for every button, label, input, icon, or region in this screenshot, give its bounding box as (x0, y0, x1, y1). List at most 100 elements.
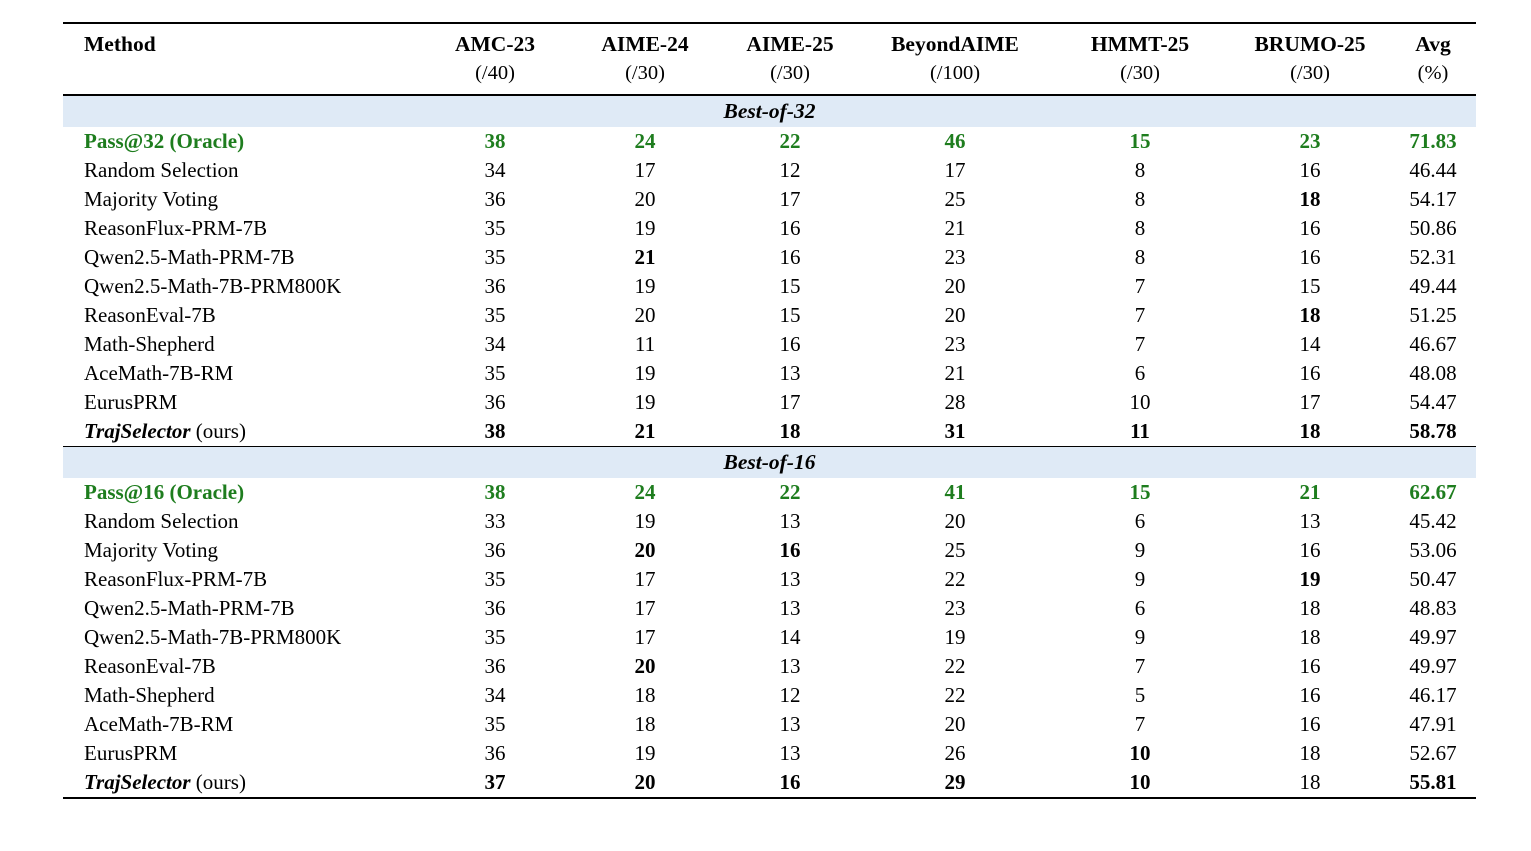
value-cell-beyondaime: 20 (944, 274, 966, 298)
value-cell-amc-23: 34 (484, 683, 506, 707)
value-cell-avg: 49.97 (1409, 654, 1457, 678)
value-cell-aime-24: 19 (634, 216, 656, 240)
method-cell: TrajSelector (ours) (63, 768, 420, 798)
value-cell-aime-24: 20 (634, 303, 656, 327)
value-cell-aime-24: 21 (634, 245, 656, 269)
method-suffix: (ours) (190, 419, 246, 443)
value-cell-beyondaime: 20 (944, 712, 966, 736)
method-name: EurusPRM (84, 390, 178, 414)
value-cell-aime-24: 20 (634, 654, 656, 678)
value-cell-brumo-25: 18 (1299, 419, 1321, 443)
table-row-reasoneval-7b: ReasonEval-7B 35 20 15 20 7 18 51.25 (63, 301, 1476, 330)
value-cell-aime-25: 13 (779, 509, 801, 533)
value-cell-hmmt-25: 10 (1129, 770, 1151, 794)
value-cell-aime-24: 19 (634, 741, 656, 765)
table-row-reasonflux-prm-7b: ReasonFlux-PRM-7B 35 17 13 22 9 19 50.47 (63, 565, 1476, 594)
value-cell-brumo-25: 18 (1299, 625, 1321, 649)
value-cell-brumo-25: 19 (1299, 567, 1321, 591)
table-row-qwen2-5-math-prm-7b: Qwen2.5-Math-PRM-7B 35 21 16 23 8 16 52.31 (63, 243, 1476, 272)
method-cell: ReasonEval-7B (63, 652, 420, 681)
table-row-acemath-7b-rm: AceMath-7B-RM 35 19 13 21 6 16 48.08 (63, 359, 1476, 388)
method-name: Qwen2.5-Math-7B-PRM800K (84, 274, 342, 298)
value-cell-amc-23: 38 (484, 129, 506, 153)
value-cell-hmmt-25: 7 (1134, 303, 1146, 327)
value-cell-beyondaime: 20 (944, 303, 966, 327)
method-name: Pass@32 (Oracle) (84, 129, 245, 153)
method-cell: AceMath-7B-RM (63, 710, 420, 739)
benchmark-results-table: Method AMC-23 (/40) AIME-24 (/30) AIME-25 (/30… (63, 22, 1476, 799)
value-cell-amc-23: 35 (484, 361, 506, 385)
value-cell-beyondaime: 25 (944, 187, 966, 211)
column-label: BRUMO-25 (1254, 32, 1366, 56)
value-cell-beyondaime: 23 (944, 245, 966, 269)
value-cell-hmmt-25: 7 (1134, 274, 1146, 298)
value-cell-aime-24: 24 (634, 480, 656, 504)
value-cell-hmmt-25: 6 (1134, 596, 1146, 620)
value-cell-brumo-25: 18 (1299, 770, 1321, 794)
table-row-qwen2-5-math-prm-7b: Qwen2.5-Math-PRM-7B 36 17 13 23 6 18 48.83 (63, 594, 1476, 623)
value-cell-avg: 46.17 (1409, 683, 1457, 707)
value-cell-amc-23: 38 (484, 419, 506, 443)
value-cell-amc-23: 34 (484, 332, 506, 356)
column-label: AIME-25 (746, 32, 834, 56)
value-cell-hmmt-25: 7 (1134, 332, 1146, 356)
value-cell-hmmt-25: 9 (1134, 538, 1146, 562)
value-cell-amc-23: 37 (484, 770, 506, 794)
value-cell-aime-25: 16 (779, 216, 801, 240)
table-row-eurusprm: EurusPRM 36 19 17 28 10 17 54.47 (63, 388, 1476, 417)
method-name: AceMath-7B-RM (84, 361, 234, 385)
value-cell-beyondaime: 22 (944, 683, 966, 707)
value-cell-beyondaime: 22 (944, 567, 966, 591)
table-row-math-shepherd: Math-Shepherd 34 18 12 22 5 16 46.17 (63, 681, 1476, 710)
value-cell-hmmt-25: 15 (1129, 129, 1151, 153)
method-cell: AceMath-7B-RM (63, 359, 420, 388)
value-cell-aime-25: 22 (779, 480, 801, 504)
method-name: TrajSelector (84, 770, 191, 794)
method-name: Majority Voting (84, 538, 218, 562)
section-title: Best-of-16 (63, 446, 1476, 478)
method-cell: Qwen2.5-Math-PRM-7B (63, 594, 420, 623)
method-name: Qwen2.5-Math-7B-PRM800K (84, 625, 342, 649)
method-name: Qwen2.5-Math-PRM-7B (84, 596, 295, 620)
value-cell-hmmt-25: 7 (1134, 654, 1146, 678)
value-cell-amc-23: 35 (484, 625, 506, 649)
value-cell-aime-25: 18 (779, 419, 801, 443)
table-row-pass-32-oracle: Pass@32 (Oracle) 38 24 22 46 15 23 71.83 (63, 127, 1476, 156)
column-subscale: (/30) (1290, 62, 1330, 84)
value-cell-aime-25: 13 (779, 712, 801, 736)
method-cell: Majority Voting (63, 185, 420, 214)
column-subscale: (/30) (1120, 62, 1160, 84)
column-label: HMMT-25 (1090, 32, 1190, 56)
section-band-best-of-32: Best-of-32 (63, 95, 1476, 127)
table-row-eurusprm: EurusPRM 36 19 13 26 10 18 52.67 (63, 739, 1476, 768)
value-cell-aime-24: 19 (634, 274, 656, 298)
value-cell-brumo-25: 23 (1299, 129, 1321, 153)
value-cell-aime-25: 16 (779, 770, 801, 794)
value-cell-avg: 48.83 (1409, 596, 1457, 620)
method-name: Math-Shepherd (84, 683, 215, 707)
value-cell-aime-25: 14 (779, 625, 801, 649)
value-cell-avg: 50.47 (1409, 567, 1457, 591)
column-header-brumo-25: BRUMO-25 (/30) (1230, 23, 1390, 96)
column-label: Avg (1415, 32, 1451, 56)
value-cell-amc-23: 35 (484, 712, 506, 736)
value-cell-beyondaime: 31 (944, 419, 966, 443)
value-cell-beyondaime: 21 (944, 361, 966, 385)
value-cell-hmmt-25: 9 (1134, 625, 1146, 649)
value-cell-brumo-25: 18 (1299, 303, 1321, 327)
benchmark-results-table-container: Method AMC-23 (/40) AIME-24 (/30) AIME-25 (/30… (63, 22, 1476, 799)
method-cell: Qwen2.5-Math-7B-PRM800K (63, 623, 420, 652)
method-cell: Random Selection (63, 156, 420, 185)
value-cell-amc-23: 36 (484, 654, 506, 678)
column-label: AIME-24 (601, 32, 689, 56)
value-cell-aime-25: 12 (779, 683, 801, 707)
value-cell-aime-25: 12 (779, 158, 801, 182)
method-name: ReasonFlux-PRM-7B (84, 216, 268, 240)
method-cell: Pass@16 (Oracle) (63, 478, 420, 507)
value-cell-avg: 48.08 (1409, 361, 1457, 385)
value-cell-amc-23: 34 (484, 158, 506, 182)
value-cell-aime-24: 17 (634, 596, 656, 620)
value-cell-aime-24: 20 (634, 538, 656, 562)
value-cell-brumo-25: 16 (1299, 245, 1321, 269)
value-cell-amc-23: 36 (484, 274, 506, 298)
